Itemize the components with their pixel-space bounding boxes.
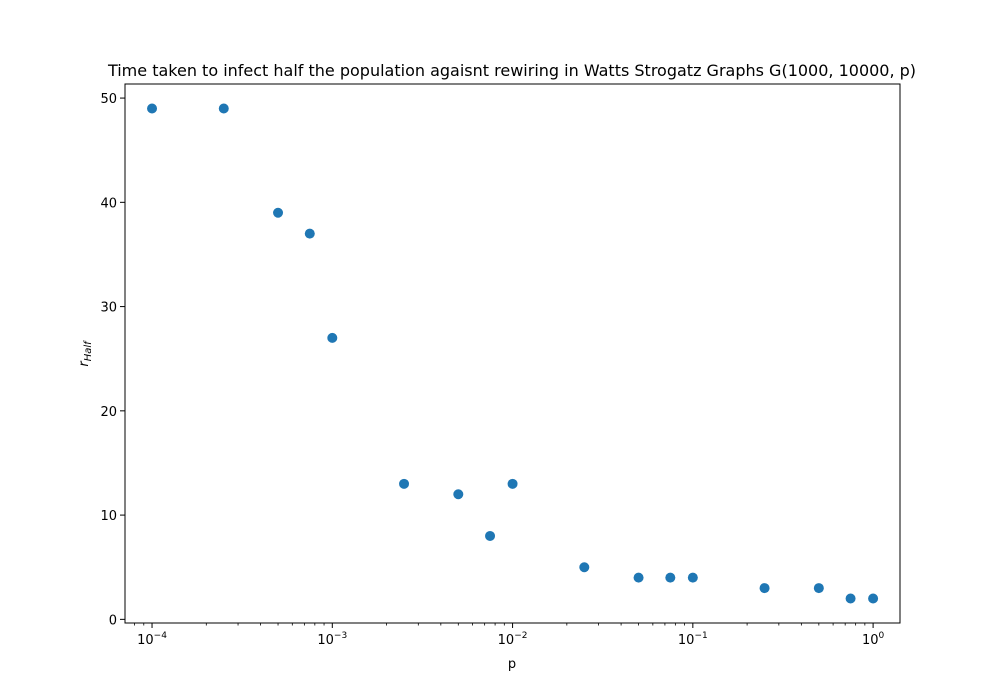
x-tick-label: 10−1	[678, 631, 708, 648]
data-point	[453, 489, 464, 500]
data-point	[687, 572, 698, 583]
data-point	[304, 228, 315, 239]
x-axis: 10−4 10−3 10−2 10−1 100	[134, 623, 885, 648]
y-tick-label: 30	[100, 301, 117, 316]
y-tick-label: 40	[100, 196, 117, 211]
data-point	[147, 103, 158, 114]
data-point	[507, 478, 518, 489]
data-point	[759, 583, 770, 594]
data-point	[845, 593, 856, 604]
data-point	[633, 572, 644, 583]
data-point	[485, 530, 496, 541]
chart-title: Time taken to infect half the population…	[107, 61, 916, 80]
y-axis-label-subscript: Half	[83, 340, 94, 361]
x-tick-label: 10−4	[137, 631, 167, 648]
data-point	[273, 207, 284, 218]
y-axis-label: rHalf	[77, 340, 94, 367]
x-tick-label: 100	[862, 631, 885, 648]
x-tick-label: 10−3	[317, 631, 347, 648]
y-tick-label: 0	[109, 613, 117, 628]
y-tick-label: 50	[100, 92, 117, 107]
data-point	[579, 562, 590, 573]
data-point	[327, 332, 338, 343]
y-axis: 0 10 20 30 40 50	[100, 92, 125, 628]
data-point	[868, 593, 879, 604]
data-point	[813, 583, 824, 594]
plot-area-frame	[124, 83, 901, 624]
x-axis-label: p	[508, 657, 516, 672]
data-point	[665, 572, 676, 583]
data-point	[218, 103, 229, 114]
y-axis-label-base: r	[77, 360, 92, 367]
y-tick-label: 10	[100, 509, 117, 524]
data-point	[399, 478, 410, 489]
y-tick-label: 20	[100, 405, 117, 420]
data-points	[147, 103, 879, 604]
x-tick-label: 10−2	[498, 631, 528, 648]
